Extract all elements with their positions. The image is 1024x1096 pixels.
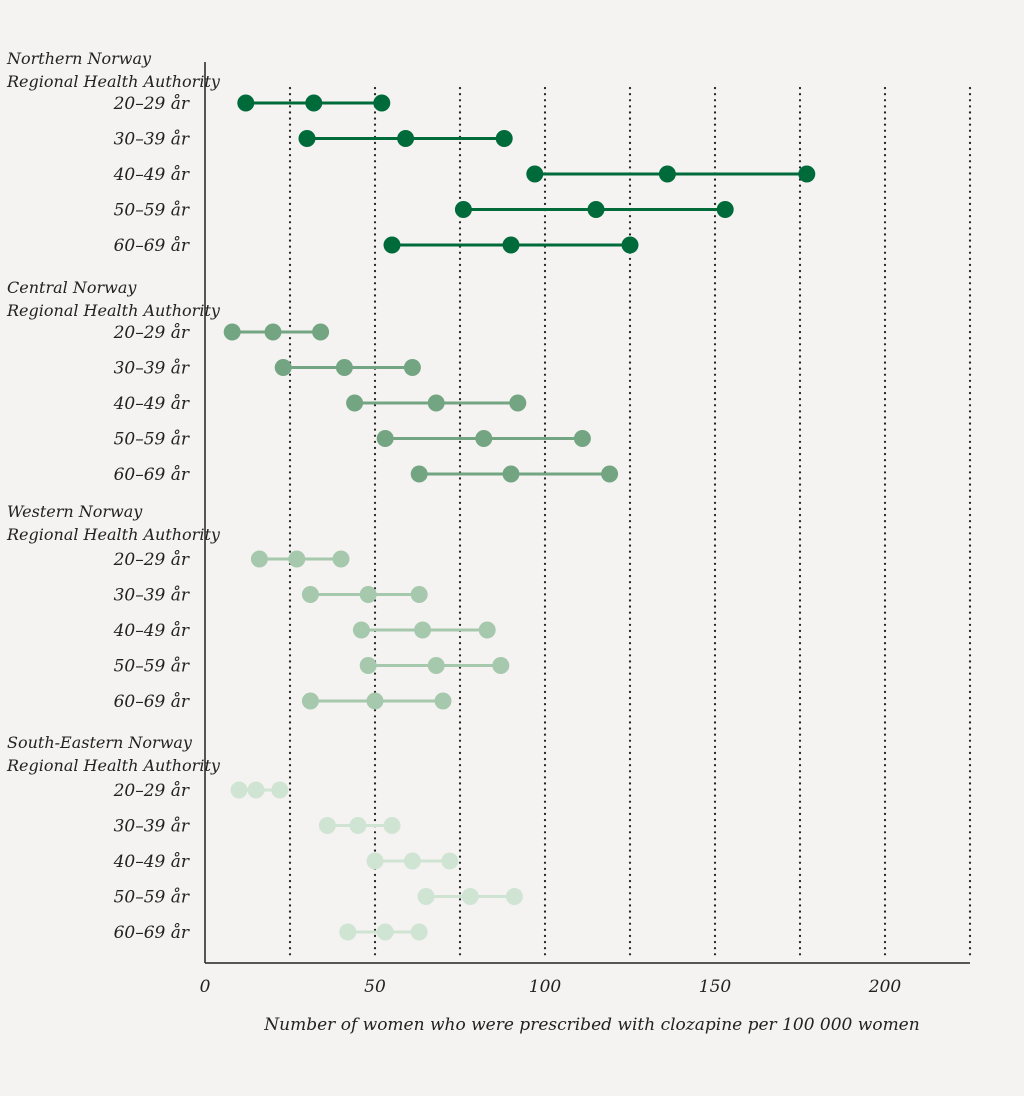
data-point xyxy=(301,692,319,710)
data-point xyxy=(298,130,316,147)
data-point xyxy=(247,781,265,799)
data-point xyxy=(716,201,734,218)
data-point xyxy=(383,817,401,834)
data-point xyxy=(410,465,428,483)
data-point xyxy=(274,359,292,376)
data-point xyxy=(349,817,367,834)
group-label: Regional Health Authority xyxy=(6,301,221,320)
data-point xyxy=(376,923,394,941)
data-point xyxy=(383,236,401,254)
row-label: 20–29 år xyxy=(113,94,190,114)
data-point xyxy=(366,852,384,870)
data-point xyxy=(376,430,394,447)
row-label: 20–29 år xyxy=(113,781,190,801)
row-label: 20–29 år xyxy=(113,550,190,570)
data-point xyxy=(587,201,605,218)
group-label: South-Eastern Norway xyxy=(7,733,193,752)
row-label: 50–59 år xyxy=(114,657,190,677)
row-label: 50–59 år xyxy=(114,430,190,450)
data-point xyxy=(318,817,336,834)
row-label: 40–49 år xyxy=(113,394,190,414)
row-label: 30–39 år xyxy=(114,586,190,606)
group-label: Regional Health Authority xyxy=(6,756,221,775)
row-label: 50–59 år xyxy=(114,201,190,221)
row-label: 30–39 år xyxy=(114,817,190,837)
data-point xyxy=(271,781,289,799)
data-point xyxy=(403,852,421,870)
row-label: 50–59 år xyxy=(114,888,190,908)
data-point xyxy=(427,657,445,674)
data-point xyxy=(798,165,816,183)
group-label: Central Norway xyxy=(7,278,137,297)
x-tick-label: 150 xyxy=(699,977,732,997)
data-point xyxy=(509,394,527,412)
data-point xyxy=(366,692,384,710)
row-label: 60–69 år xyxy=(114,692,190,712)
data-point xyxy=(601,465,619,483)
data-point xyxy=(359,657,377,674)
data-point xyxy=(223,323,241,341)
data-point xyxy=(397,130,415,147)
data-point xyxy=(461,888,479,905)
row-label: 30–39 år xyxy=(114,130,190,150)
data-point xyxy=(332,550,350,568)
data-point xyxy=(621,236,639,254)
data-point xyxy=(526,165,544,183)
x-tick-label: 100 xyxy=(529,977,562,997)
group-label: Western Norway xyxy=(7,502,143,521)
data-point xyxy=(403,359,421,376)
x-axis-title: Number of women who were prescribed with… xyxy=(263,1015,919,1035)
group-label: Northern Norway xyxy=(6,49,152,68)
data-point xyxy=(305,94,323,112)
data-point xyxy=(502,236,520,254)
data-point xyxy=(454,201,472,218)
data-point xyxy=(658,165,676,183)
x-tick-label: 50 xyxy=(364,977,386,997)
data-point xyxy=(346,394,364,412)
data-point xyxy=(502,465,520,483)
row-label: 40–49 år xyxy=(113,165,190,185)
row-label: 60–69 år xyxy=(114,465,190,485)
row-label: 20–29 år xyxy=(113,323,190,343)
row-label: 40–49 år xyxy=(113,852,190,872)
data-point xyxy=(250,550,268,568)
data-point xyxy=(410,923,428,941)
data-point xyxy=(352,621,370,639)
data-point xyxy=(505,888,523,905)
data-point xyxy=(237,94,255,112)
group-label: Regional Health Authority xyxy=(6,525,221,544)
data-point xyxy=(495,130,513,147)
x-tick-label: 0 xyxy=(200,977,211,997)
data-point xyxy=(312,323,330,341)
data-point xyxy=(339,923,357,941)
row-label: 40–49 år xyxy=(113,621,190,641)
data-point xyxy=(573,430,591,447)
data-point xyxy=(478,621,496,639)
data-point xyxy=(264,323,282,341)
x-tick-label: 200 xyxy=(868,977,902,997)
data-point xyxy=(441,852,459,870)
data-point xyxy=(301,586,319,603)
row-label: 30–39 år xyxy=(114,359,190,379)
data-point xyxy=(434,692,452,710)
group-label: Regional Health Authority xyxy=(6,72,221,91)
row-label: 60–69 år xyxy=(114,923,190,943)
data-point xyxy=(373,94,391,112)
data-point xyxy=(475,430,493,447)
data-point xyxy=(417,888,435,905)
data-point xyxy=(230,781,248,799)
data-point xyxy=(492,657,510,674)
data-point xyxy=(288,550,306,568)
data-point xyxy=(359,586,377,603)
row-label: 60–69 år xyxy=(114,236,190,256)
data-point xyxy=(427,394,445,412)
data-point xyxy=(335,359,353,376)
data-point xyxy=(410,586,428,603)
data-point xyxy=(414,621,432,639)
